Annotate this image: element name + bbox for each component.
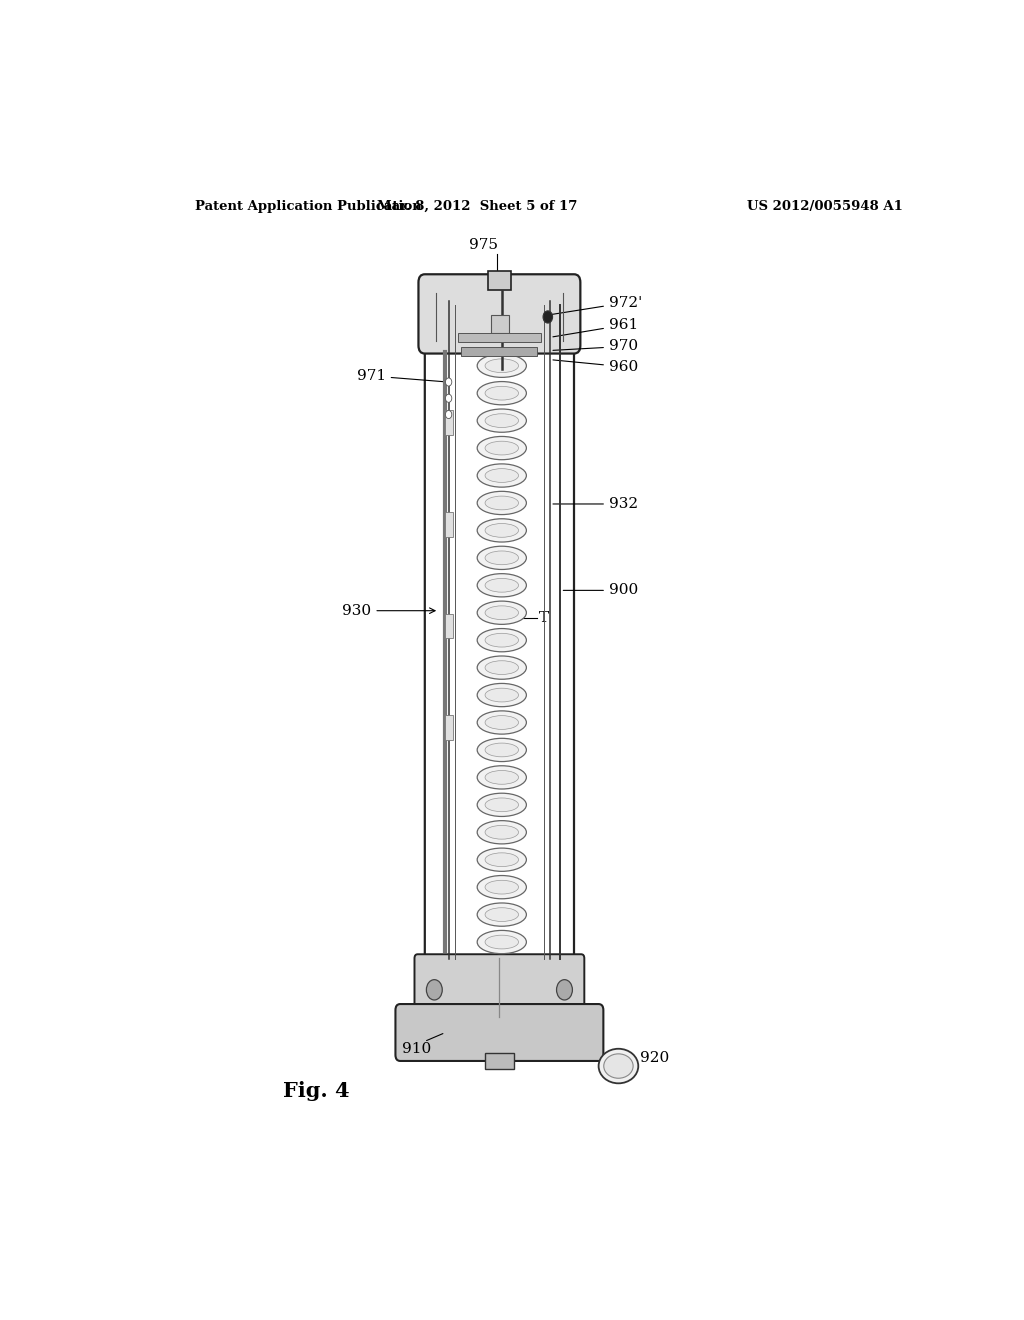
Text: Mar. 8, 2012  Sheet 5 of 17: Mar. 8, 2012 Sheet 5 of 17 <box>377 199 578 213</box>
Text: 960: 960 <box>553 360 638 374</box>
Ellipse shape <box>477 738 526 762</box>
Ellipse shape <box>477 491 526 515</box>
Text: 930: 930 <box>342 603 435 618</box>
Ellipse shape <box>477 519 526 543</box>
Circle shape <box>445 411 452 418</box>
Text: 975: 975 <box>469 238 498 252</box>
Bar <box>444 411 453 434</box>
Ellipse shape <box>477 628 526 652</box>
Ellipse shape <box>477 437 526 459</box>
Ellipse shape <box>485 387 518 400</box>
Ellipse shape <box>477 656 526 680</box>
Bar <box>492 315 509 333</box>
Ellipse shape <box>485 413 518 428</box>
Circle shape <box>557 979 572 1001</box>
Text: 970: 970 <box>553 339 638 354</box>
Text: 900: 900 <box>563 583 638 598</box>
Ellipse shape <box>485 853 518 867</box>
Text: 972': 972' <box>551 296 642 314</box>
Ellipse shape <box>599 1049 638 1084</box>
Ellipse shape <box>477 931 526 953</box>
Ellipse shape <box>485 880 518 894</box>
Ellipse shape <box>485 715 518 730</box>
Ellipse shape <box>477 546 526 569</box>
Ellipse shape <box>477 821 526 843</box>
Ellipse shape <box>477 381 526 405</box>
Bar <box>488 271 511 289</box>
FancyBboxPatch shape <box>425 302 574 968</box>
Ellipse shape <box>485 771 518 784</box>
Ellipse shape <box>477 711 526 734</box>
FancyBboxPatch shape <box>415 954 585 1018</box>
Ellipse shape <box>477 574 526 597</box>
Ellipse shape <box>485 606 518 619</box>
Ellipse shape <box>604 1053 633 1078</box>
Text: 932: 932 <box>553 496 638 511</box>
Ellipse shape <box>485 524 518 537</box>
Ellipse shape <box>485 799 518 812</box>
Ellipse shape <box>485 578 518 593</box>
Bar <box>458 333 541 342</box>
Text: Fig. 4: Fig. 4 <box>283 1081 349 1101</box>
Text: 910: 910 <box>401 1041 431 1056</box>
Ellipse shape <box>477 766 526 789</box>
Ellipse shape <box>485 935 518 949</box>
Text: 971: 971 <box>356 368 445 383</box>
Ellipse shape <box>485 908 518 921</box>
Ellipse shape <box>485 688 518 702</box>
Text: US 2012/0055948 A1: US 2012/0055948 A1 <box>748 199 903 213</box>
Ellipse shape <box>477 684 526 706</box>
FancyBboxPatch shape <box>419 275 581 354</box>
Ellipse shape <box>477 793 526 817</box>
Bar <box>444 614 453 638</box>
Ellipse shape <box>477 903 526 927</box>
Text: 920: 920 <box>640 1051 669 1065</box>
Bar <box>485 1053 514 1069</box>
Text: Patent Application Publication: Patent Application Publication <box>196 199 422 213</box>
Ellipse shape <box>485 825 518 840</box>
Ellipse shape <box>477 409 526 432</box>
Ellipse shape <box>485 496 518 510</box>
Ellipse shape <box>477 847 526 871</box>
Circle shape <box>445 395 452 403</box>
Ellipse shape <box>477 354 526 378</box>
Ellipse shape <box>477 875 526 899</box>
Bar <box>444 715 453 739</box>
Circle shape <box>445 378 452 385</box>
Circle shape <box>426 979 442 1001</box>
Circle shape <box>543 312 553 323</box>
Ellipse shape <box>477 601 526 624</box>
Ellipse shape <box>485 441 518 455</box>
Ellipse shape <box>485 469 518 482</box>
Ellipse shape <box>485 661 518 675</box>
Ellipse shape <box>485 743 518 756</box>
Text: T: T <box>539 611 549 624</box>
FancyBboxPatch shape <box>395 1005 603 1061</box>
Ellipse shape <box>485 634 518 647</box>
Ellipse shape <box>485 359 518 372</box>
Bar <box>444 512 453 536</box>
Bar <box>462 347 538 355</box>
Ellipse shape <box>485 550 518 565</box>
Ellipse shape <box>477 463 526 487</box>
Text: 961: 961 <box>553 318 638 337</box>
